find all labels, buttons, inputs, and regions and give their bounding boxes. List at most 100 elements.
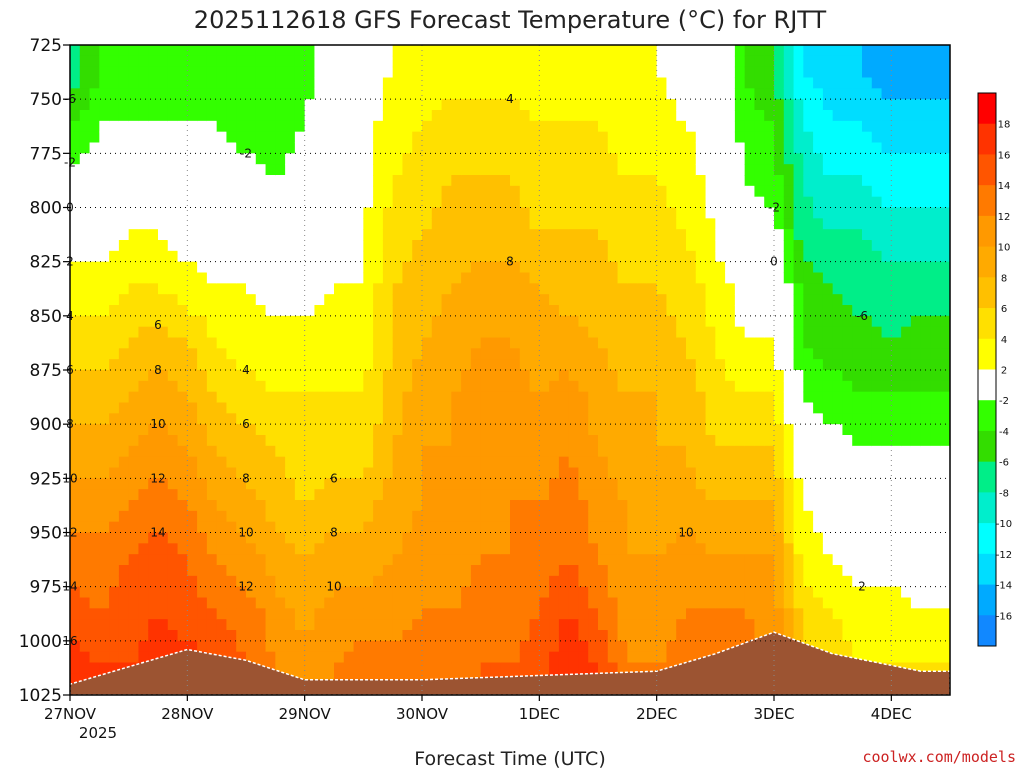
field-cell	[725, 521, 736, 534]
field-cell	[343, 240, 355, 252]
field-cell	[656, 185, 668, 198]
field-cell	[695, 380, 707, 393]
field-cell	[343, 185, 355, 198]
field-cell	[422, 359, 433, 371]
field-cell	[598, 175, 609, 187]
field-cell	[324, 55, 335, 68]
field-cell	[167, 348, 179, 360]
field-cell	[803, 348, 814, 360]
field-cell	[744, 142, 756, 154]
field-cell	[187, 326, 198, 339]
field-cell	[822, 521, 834, 534]
field-cell	[813, 543, 824, 555]
field-cell	[578, 153, 589, 165]
field-cell	[206, 250, 218, 263]
field-cell	[862, 55, 873, 68]
field-cell	[774, 55, 785, 68]
field-cell	[353, 380, 364, 393]
field-cell	[549, 272, 560, 284]
field-cell	[343, 110, 355, 122]
field-cell	[774, 305, 785, 317]
field-cell	[715, 337, 726, 349]
field-cell	[666, 380, 677, 393]
field-cell	[510, 326, 521, 339]
field-cell	[871, 261, 883, 274]
field-cell	[216, 619, 228, 631]
field-cell	[539, 467, 550, 479]
field-cell	[539, 337, 550, 349]
field-cell	[177, 326, 188, 339]
field-cell	[793, 575, 804, 588]
field-cell	[607, 164, 619, 176]
field-cell	[187, 142, 198, 154]
field-cell	[871, 554, 883, 566]
field-cell	[480, 175, 492, 187]
field-cell	[588, 326, 599, 339]
field-cell	[676, 240, 687, 252]
field-cell	[656, 456, 668, 469]
field-cell	[70, 521, 81, 534]
field-cell	[294, 597, 306, 609]
field-cell	[431, 380, 443, 393]
field-cell	[206, 88, 218, 100]
field-cell	[167, 435, 179, 447]
field-cell	[627, 99, 638, 111]
field-cell	[881, 88, 892, 100]
field-cell	[177, 435, 188, 447]
field-cell	[226, 142, 237, 154]
field-cell	[598, 413, 609, 425]
field-cell	[637, 207, 648, 219]
field-cell	[510, 543, 521, 555]
field-cell	[676, 575, 687, 588]
field-cell	[510, 120, 521, 133]
field-cell	[686, 337, 697, 349]
field-cell	[89, 424, 100, 436]
field-cell	[402, 359, 413, 371]
field-cell	[822, 467, 834, 479]
field-cell	[832, 240, 844, 252]
field-cell	[343, 456, 355, 469]
field-cell	[158, 229, 169, 241]
field-cell	[431, 445, 443, 458]
field-cell	[285, 55, 296, 68]
field-cell	[382, 99, 394, 111]
field-cell	[607, 424, 619, 436]
field-cell	[705, 55, 716, 68]
field-cell	[226, 554, 237, 566]
field-cell	[382, 305, 394, 317]
field-cell	[656, 229, 668, 241]
field-cell	[783, 207, 795, 219]
field-cell	[373, 565, 384, 577]
field-cell	[275, 380, 286, 393]
field-cell	[216, 131, 228, 144]
field-cell	[226, 294, 237, 306]
field-cell	[461, 77, 472, 89]
field-cell	[177, 402, 188, 414]
field-cell	[617, 370, 628, 382]
field-cell	[109, 326, 120, 339]
field-cell	[412, 110, 423, 122]
field-cell	[734, 315, 746, 328]
field-cell	[705, 521, 716, 534]
field-cell	[598, 359, 609, 371]
field-cell	[764, 261, 775, 274]
field-cell	[451, 543, 462, 555]
field-cell	[617, 359, 628, 371]
field-cell	[480, 326, 492, 339]
field-cell	[793, 370, 804, 382]
field-cell	[265, 597, 276, 609]
field-cell	[373, 619, 384, 631]
field-cell	[686, 348, 697, 360]
field-cell	[881, 45, 892, 57]
field-cell	[588, 500, 599, 512]
field-cell	[656, 337, 668, 349]
field-cell	[646, 402, 658, 414]
field-cell	[158, 185, 169, 198]
field-cell	[109, 294, 120, 306]
field-cell	[461, 575, 472, 588]
field-cell	[167, 445, 179, 458]
field-cell	[343, 521, 355, 534]
field-cell	[206, 402, 218, 414]
field-cell	[353, 315, 364, 328]
field-cell	[510, 413, 521, 425]
